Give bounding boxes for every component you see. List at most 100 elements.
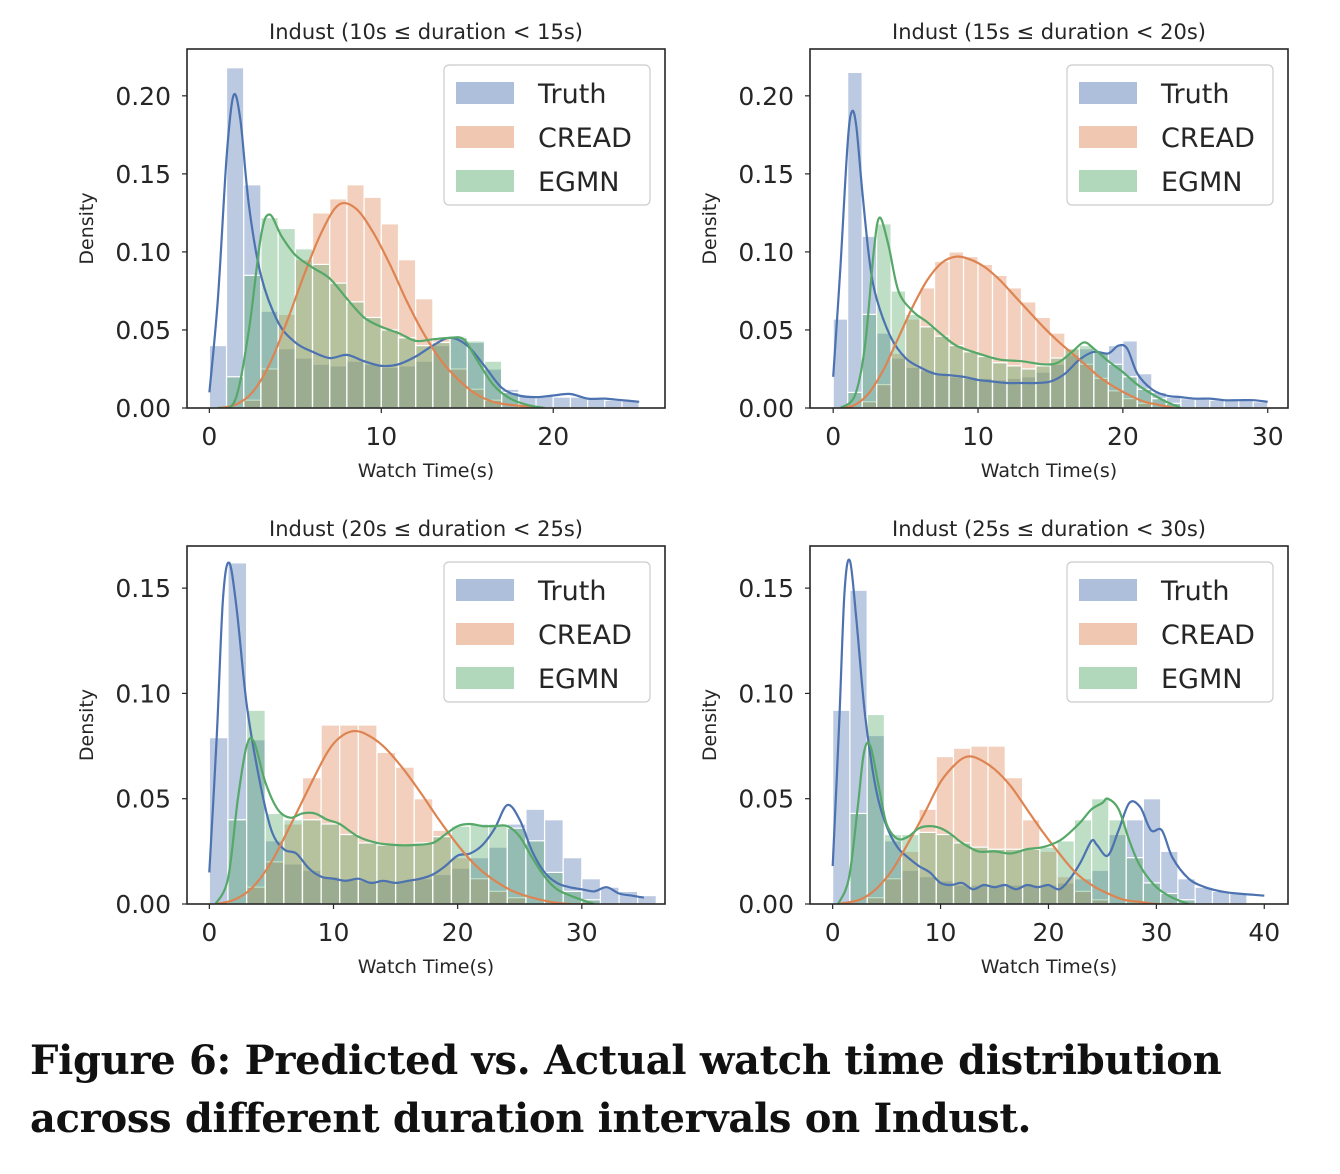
y-tick-label: 0.00 <box>115 890 171 919</box>
hist-bar-egmn <box>987 848 1006 904</box>
plot-area <box>832 71 1269 408</box>
legend-swatch-cread <box>1079 623 1137 645</box>
kde-line-cread <box>215 729 588 904</box>
figure-panels: Indust (10s ≤ duration < 15s) 0 10 20 0.00 0.… <box>76 20 1289 978</box>
x-tick-label: 10 <box>318 918 350 947</box>
hist-bar-egmn <box>320 823 341 904</box>
x-tick-label: 0 <box>201 918 217 947</box>
hist-bar-egmn <box>394 844 415 904</box>
legend-label-egmn: EGMN <box>1161 167 1242 198</box>
legend: Truth CREAD EGMN <box>1066 561 1274 703</box>
hist-bar-egmn <box>991 362 1008 408</box>
kde-line-egmn <box>217 213 545 408</box>
y-tick-label: 0.05 <box>115 785 171 814</box>
plot-area <box>208 67 640 408</box>
hist-bar-egmn <box>413 842 434 904</box>
legend-swatch-egmn <box>1079 170 1137 192</box>
y-axis-label: Density <box>699 192 721 264</box>
hist-bar-egmn <box>1021 848 1041 904</box>
x-axis-label: Watch Time(s) <box>981 460 1117 482</box>
x-axis-label: Watch Time(s) <box>981 956 1117 978</box>
legend: Truth CREAD EGMN <box>1066 64 1274 206</box>
subplot-25s-30s: Indust (25s ≤ duration < 30s) 0 10 20 30 40 0.… <box>699 517 1289 978</box>
hist-bar-truth <box>599 886 620 904</box>
kde-line-truth <box>208 561 645 899</box>
hist-bar-egmn <box>1039 846 1058 904</box>
legend-box <box>1066 64 1274 206</box>
x-tick-label: 10 <box>962 422 994 451</box>
legend-label-truth: Truth <box>537 79 606 110</box>
legend-label-truth: Truth <box>537 576 606 607</box>
legend-label-egmn: EGMN <box>538 664 619 695</box>
x-tick-label: 0 <box>825 422 841 451</box>
hist-bar-egmn <box>432 836 453 904</box>
hist-bar-egmn <box>1073 819 1093 904</box>
subplot-title: Indust (20s ≤ duration < 25s) <box>269 517 583 541</box>
hist-bar-egmn <box>225 376 245 408</box>
plot-area <box>208 561 657 904</box>
x-tick-label: 10 <box>365 422 397 451</box>
subplot-10s-15s: Indust (10s ≤ duration < 15s) 0 10 20 0.00 0.… <box>76 20 666 482</box>
y-tick-label: 0.10 <box>738 679 794 708</box>
y-tick-label: 0.00 <box>738 890 794 919</box>
hist-bar-egmn <box>329 282 348 408</box>
y-tick-label: 0.20 <box>115 82 171 111</box>
kde-line-egmn <box>214 736 595 904</box>
axes-frame <box>809 48 1289 409</box>
x-axis-label: Watch Time(s) <box>358 956 494 978</box>
legend: Truth CREAD EGMN <box>443 561 651 703</box>
hist-bar-truth <box>1194 398 1211 408</box>
legend-swatch-truth <box>1079 82 1137 104</box>
hist-bar-truth <box>1209 399 1225 408</box>
hist-bar-egmn <box>311 263 331 408</box>
kde-line-egmn <box>839 216 1182 408</box>
subplot-15s-20s: Indust (15s ≤ duration < 20s) 0 10 20 30 0.00… <box>699 20 1289 482</box>
hist-bar-egmn <box>935 833 955 904</box>
subplot-title: Indust (25s ≤ duration < 30s) <box>892 517 1206 541</box>
y-axis-label: Density <box>76 689 98 761</box>
legend-swatch-egmn <box>456 170 514 192</box>
kde-line-egmn <box>837 741 1190 904</box>
y-tick-label: 0.10 <box>115 238 171 267</box>
hist-bar-egmn <box>260 216 279 408</box>
hist-bar-truth <box>552 396 572 408</box>
hist-bar-egmn <box>357 842 378 904</box>
hist-bar-egmn <box>1049 357 1066 408</box>
hist-bar-egmn <box>1125 857 1145 904</box>
legend-label-truth: Truth <box>1160 79 1229 110</box>
legend-label-cread: CREAD <box>1161 123 1255 154</box>
y-tick-label: 0.15 <box>738 574 794 603</box>
legend: Truth CREAD EGMN <box>443 64 651 206</box>
y-axis-label: Density <box>76 192 98 264</box>
x-tick-label: 20 <box>442 918 474 947</box>
hist-bar-egmn <box>397 337 417 408</box>
y-tick-label: 0.05 <box>738 316 794 345</box>
kde-line-truth <box>208 93 640 403</box>
hist-bar-truth <box>587 398 606 408</box>
kde-line-cread <box>840 255 1174 408</box>
legend-label-truth: Truth <box>1160 576 1229 607</box>
x-tick-label: 20 <box>537 422 569 451</box>
hist-bar-egmn <box>339 833 359 904</box>
hist-cread <box>245 724 527 904</box>
plot-area <box>831 558 1265 904</box>
legend-box <box>443 64 651 206</box>
hist-bar-egmn <box>1006 365 1023 408</box>
y-tick-label: 0.10 <box>738 238 794 267</box>
kde-line-cread <box>837 755 1173 904</box>
x-tick-label: 20 <box>1033 918 1065 947</box>
hist-bar-egmn <box>380 329 400 408</box>
x-tick-label: 0 <box>201 422 217 451</box>
y-tick-label: 0.10 <box>115 679 171 708</box>
x-tick-label: 20 <box>1107 422 1139 451</box>
y-tick-label: 0.15 <box>738 160 794 189</box>
hist-bar-egmn <box>264 812 285 904</box>
legend-swatch-egmn <box>1079 667 1137 689</box>
y-tick-label: 0.15 <box>115 160 171 189</box>
axes-frame <box>186 545 666 905</box>
y-tick-label: 0.05 <box>115 316 171 345</box>
legend-swatch-egmn <box>456 667 514 689</box>
hist-bar-truth <box>1238 399 1254 408</box>
legend-swatch-truth <box>456 579 514 601</box>
y-tick-label: 0.15 <box>115 574 171 603</box>
